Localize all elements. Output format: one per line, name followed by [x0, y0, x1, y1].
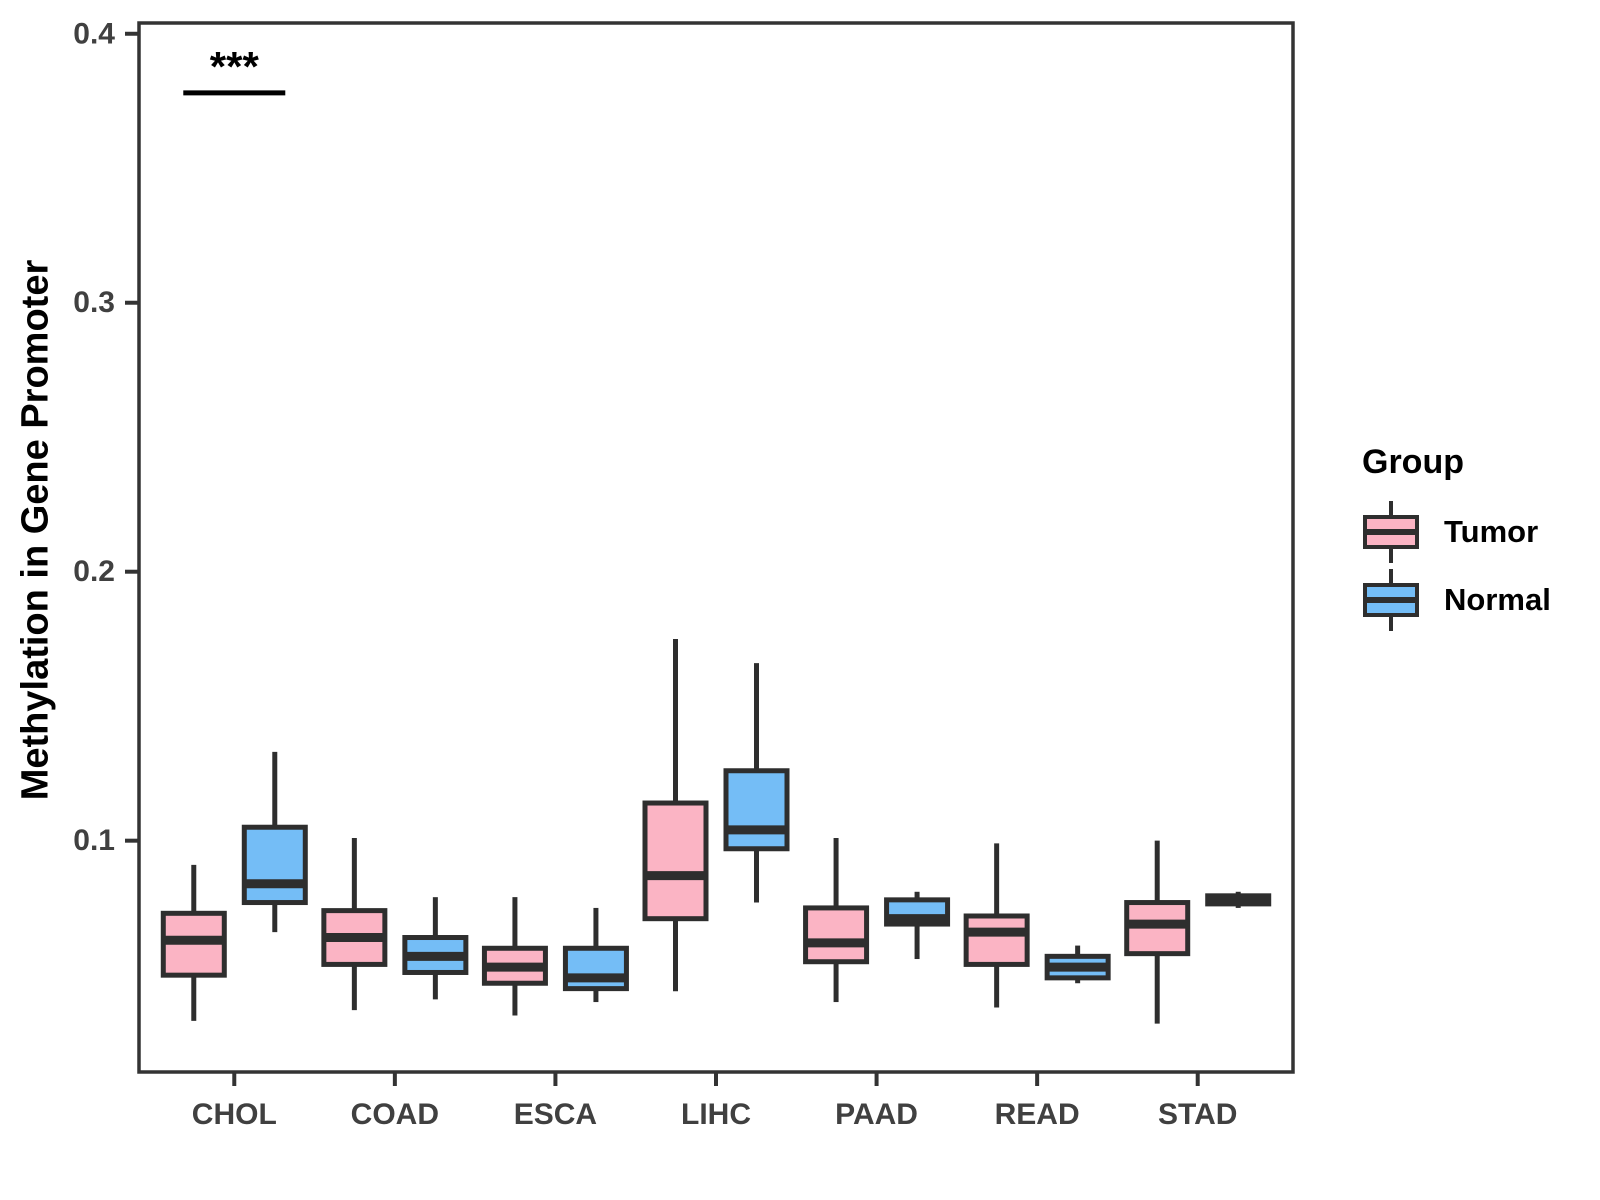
legend-label-tumor: Tumor — [1444, 514, 1539, 549]
y-axis-title: Methylation in Gene Promoter — [14, 259, 57, 801]
legend: Group Tumor Normal — [1360, 443, 1551, 634]
box-paad-tumor — [803, 905, 870, 965]
box-lihc-normal — [723, 768, 790, 852]
y-tick-label: 0.1 — [73, 824, 115, 857]
x-tick-label-lihc: LIHC — [681, 1098, 751, 1131]
box-read-tumor — [963, 913, 1030, 967]
tumor-boxplot-key-icon — [1363, 501, 1419, 563]
legend-entry-normal: Normal — [1360, 566, 1551, 634]
x-tick-label-read: READ — [995, 1098, 1080, 1131]
x-tick-label-paad: PAAD — [835, 1098, 918, 1131]
x-tick-label-stad: STAD — [1158, 1098, 1237, 1131]
significance-stars: *** — [210, 43, 260, 90]
legend-title: Group — [1362, 443, 1464, 481]
x-tick-label-esca: ESCA — [514, 1098, 597, 1131]
box-esca-normal — [562, 945, 629, 992]
y-tick-label: 0.3 — [73, 286, 115, 319]
x-tick-label-chol: CHOL — [192, 1098, 277, 1131]
x-tick-label-coad: COAD — [351, 1098, 439, 1131]
normal-boxplot-key-icon — [1363, 569, 1419, 631]
legend-label-normal: Normal — [1444, 582, 1551, 617]
box-chol-normal — [241, 824, 308, 906]
y-tick-label: 0.4 — [73, 17, 115, 50]
y-tick-label: 0.2 — [73, 555, 115, 588]
plot-panel-border — [137, 21, 1295, 1074]
legend-entry-tumor: Tumor — [1360, 498, 1551, 566]
box-lihc-tumor — [642, 800, 709, 922]
